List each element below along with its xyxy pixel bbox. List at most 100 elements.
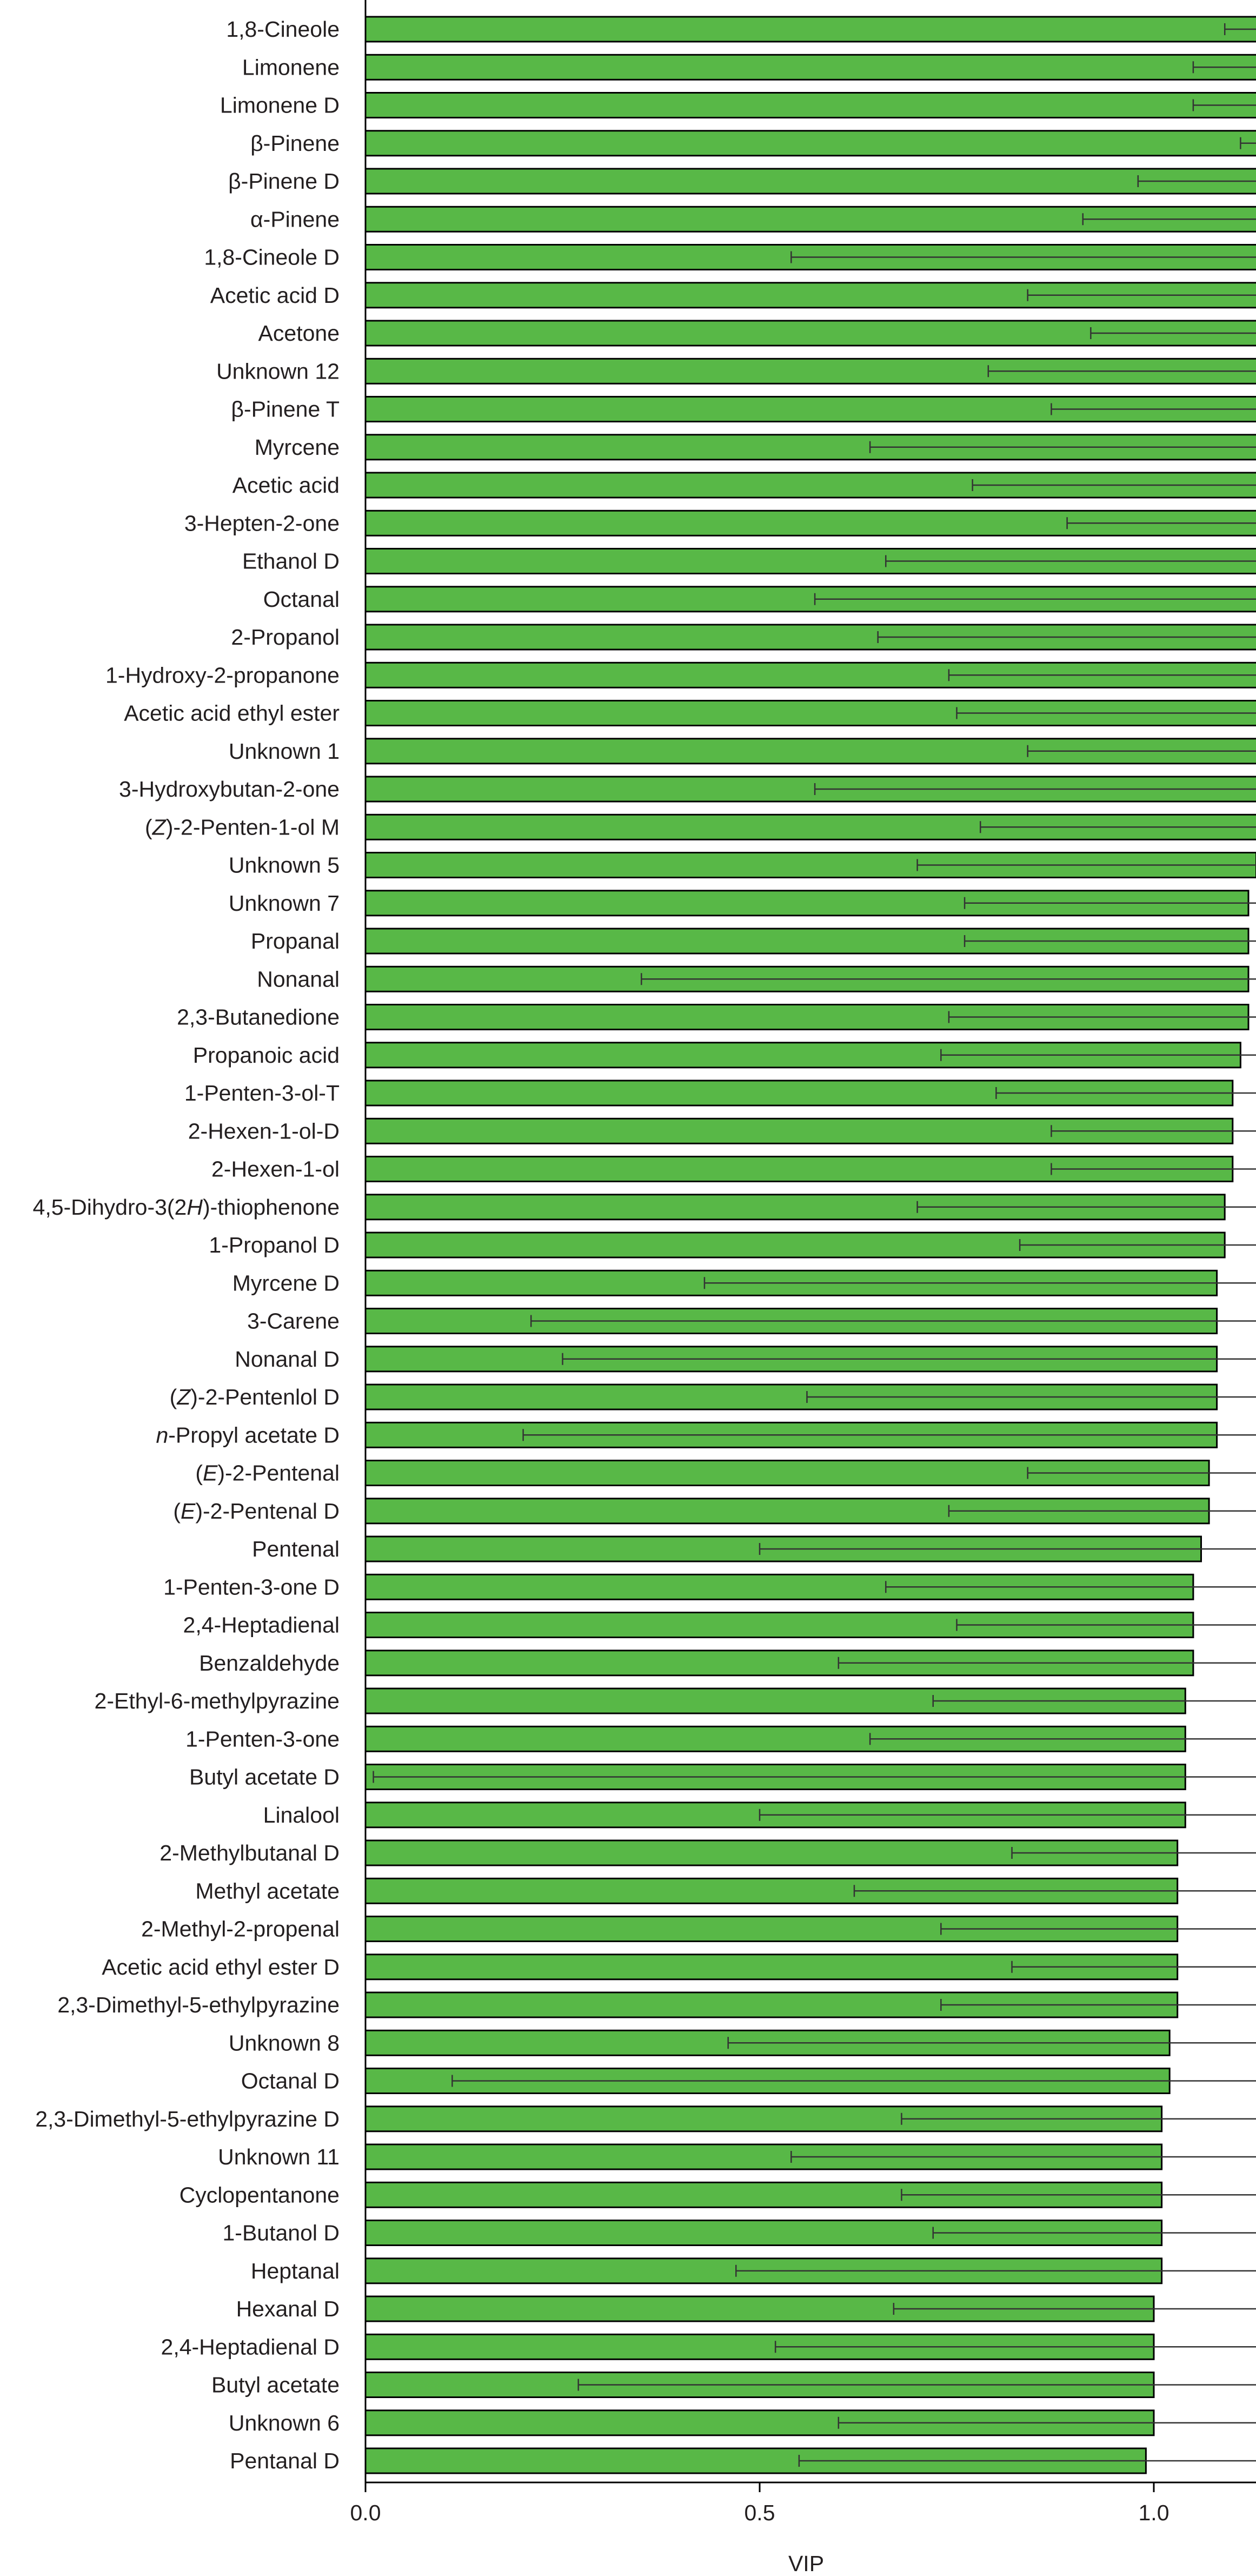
error-bar bbox=[956, 1619, 1256, 1631]
category-label: 2-Methyl-2-propenal bbox=[141, 1917, 340, 1942]
category-label: 1-Propanol D bbox=[209, 1233, 340, 1257]
category-label: Acetic acid D bbox=[210, 283, 340, 308]
category-label: 2,4-Heptadienal D bbox=[161, 2334, 340, 2359]
error-bar bbox=[1240, 137, 1256, 149]
error-bar bbox=[916, 1201, 1256, 1213]
category-label: Unknown 7 bbox=[229, 891, 340, 916]
bar bbox=[364, 54, 1256, 81]
category-label: Unknown 8 bbox=[229, 2030, 340, 2055]
category-label: Myrcene bbox=[255, 435, 340, 460]
error-bar bbox=[1224, 23, 1256, 35]
category-label: Unknown 12 bbox=[216, 359, 340, 383]
category-label: Acetic acid ethyl ester bbox=[124, 701, 340, 726]
error-bar bbox=[1051, 1125, 1256, 1137]
category-label: β-Pinene T bbox=[231, 397, 340, 422]
bar bbox=[364, 1839, 1179, 1866]
error-bar bbox=[1019, 1239, 1256, 1251]
error-bar bbox=[1051, 403, 1256, 415]
error-bar bbox=[901, 2189, 1256, 2201]
category-label: Benzaldehyde bbox=[199, 1651, 340, 1676]
category-label: Pentanal D bbox=[230, 2448, 340, 2473]
category-label: Octanal D bbox=[241, 2069, 340, 2094]
category-label: 3-Carene bbox=[247, 1309, 340, 1334]
error-bar bbox=[1011, 1961, 1256, 1973]
error-bar bbox=[877, 631, 1256, 643]
error-bar bbox=[790, 251, 1256, 263]
bar bbox=[364, 130, 1256, 157]
category-label: Myrcene D bbox=[232, 1270, 340, 1295]
error-bar bbox=[735, 2264, 1256, 2277]
bar bbox=[364, 16, 1256, 43]
category-label: Unknown 11 bbox=[218, 2144, 340, 2169]
error-bar bbox=[1090, 327, 1256, 339]
bar bbox=[364, 168, 1256, 195]
error-bar bbox=[373, 1771, 1256, 1783]
category-label: (E)-2-Pentenal D bbox=[173, 1499, 340, 1524]
category-label: 1-Hydroxy-2-propanone bbox=[105, 663, 340, 687]
category-label: 2-Hexen-1-ol bbox=[211, 1157, 340, 1182]
error-bar bbox=[948, 1011, 1256, 1023]
category-label: (Z)-2-Pentenlol D bbox=[170, 1385, 340, 1409]
category-label: n-Propyl acetate D bbox=[156, 1422, 340, 1447]
category-label: 1-Penten-3-one D bbox=[163, 1574, 340, 1599]
error-bar bbox=[451, 2075, 1256, 2087]
category-label: (E)-2-Pentenal bbox=[195, 1461, 340, 1486]
category-labels: 1,8-Cineole Limonene Limonene D β-Pinene β-P… bbox=[33, 17, 340, 2473]
error-bar bbox=[522, 1429, 1256, 1441]
category-label: 3-Hepten-2-one bbox=[184, 511, 340, 535]
error-bar bbox=[1082, 213, 1256, 226]
category-label: 1,8-Cineole D bbox=[204, 245, 340, 270]
category-label: β-Pinene bbox=[250, 131, 340, 156]
error-bar bbox=[759, 1809, 1256, 1821]
error-bar bbox=[1027, 1467, 1256, 1479]
category-label: Methyl acetate bbox=[195, 1878, 340, 1903]
category-label: (Z)-2-Penten-1-ol M bbox=[145, 814, 340, 839]
category-label: 4,5-Dihydro-3(2H)-thiophenone bbox=[33, 1195, 340, 1220]
error-bar bbox=[814, 783, 1256, 795]
error-bar bbox=[798, 2455, 1256, 2467]
error-bar bbox=[885, 1581, 1256, 1593]
category-label: β-Pinene D bbox=[228, 169, 340, 194]
category-label: 2-Ethyl-6-methylpyrazine bbox=[95, 1688, 340, 1713]
category-label: Nonanal bbox=[257, 966, 340, 991]
error-bar bbox=[972, 479, 1256, 491]
category-label: 2,4-Heptadienal bbox=[183, 1613, 340, 1638]
error-bar bbox=[940, 1999, 1256, 2011]
error-bar bbox=[948, 669, 1256, 681]
x-tick-label: 1.0 bbox=[1139, 2500, 1169, 2525]
category-label: Unknown 6 bbox=[229, 2411, 340, 2435]
error-bar bbox=[987, 365, 1256, 378]
x-axis-title: VIP bbox=[788, 2551, 824, 2576]
error-bar bbox=[530, 1315, 1256, 1327]
category-label: Propanal bbox=[251, 929, 340, 953]
error-bar bbox=[932, 2227, 1256, 2239]
category-label: Linalool bbox=[263, 1803, 340, 1827]
error-bar bbox=[995, 1087, 1256, 1099]
error-bar bbox=[1051, 1163, 1256, 1175]
category-label: Acetone bbox=[258, 321, 340, 346]
x-axis: 0.00.51.01.52.0 bbox=[350, 0, 1256, 2525]
category-label: Limonene D bbox=[220, 93, 340, 118]
category-label: 2,3-Dimethyl-5-ethylpyrazine D bbox=[35, 2107, 340, 2131]
error-bar bbox=[932, 1695, 1256, 1707]
error-bar bbox=[838, 2416, 1256, 2429]
error-bar bbox=[1137, 175, 1256, 187]
error-bar bbox=[893, 2303, 1256, 2315]
category-label: Limonene bbox=[242, 55, 340, 80]
category-label: Propanoic acid bbox=[193, 1043, 340, 1068]
category-label: 2,3-Dimethyl-5-ethylpyrazine bbox=[57, 1992, 340, 2017]
category-label: 1-Penten-3-ol-T bbox=[184, 1081, 340, 1105]
category-label: Acetic acid bbox=[232, 473, 340, 498]
category-label: 3-Hydroxybutan-2-one bbox=[119, 777, 340, 802]
category-label: Unknown 5 bbox=[229, 853, 340, 878]
error-bar bbox=[869, 441, 1256, 453]
error-bar bbox=[963, 935, 1256, 947]
category-label: Nonanal D bbox=[235, 1347, 340, 1372]
error-bars-layer bbox=[373, 23, 1256, 2467]
x-tick-label: 0.0 bbox=[350, 2500, 381, 2525]
category-label: 1-Butanol D bbox=[222, 2221, 340, 2246]
error-bar bbox=[562, 1353, 1256, 1365]
error-bar bbox=[869, 1733, 1256, 1745]
error-bar bbox=[1192, 61, 1256, 74]
category-label: 1,8-Cineole bbox=[226, 17, 340, 42]
